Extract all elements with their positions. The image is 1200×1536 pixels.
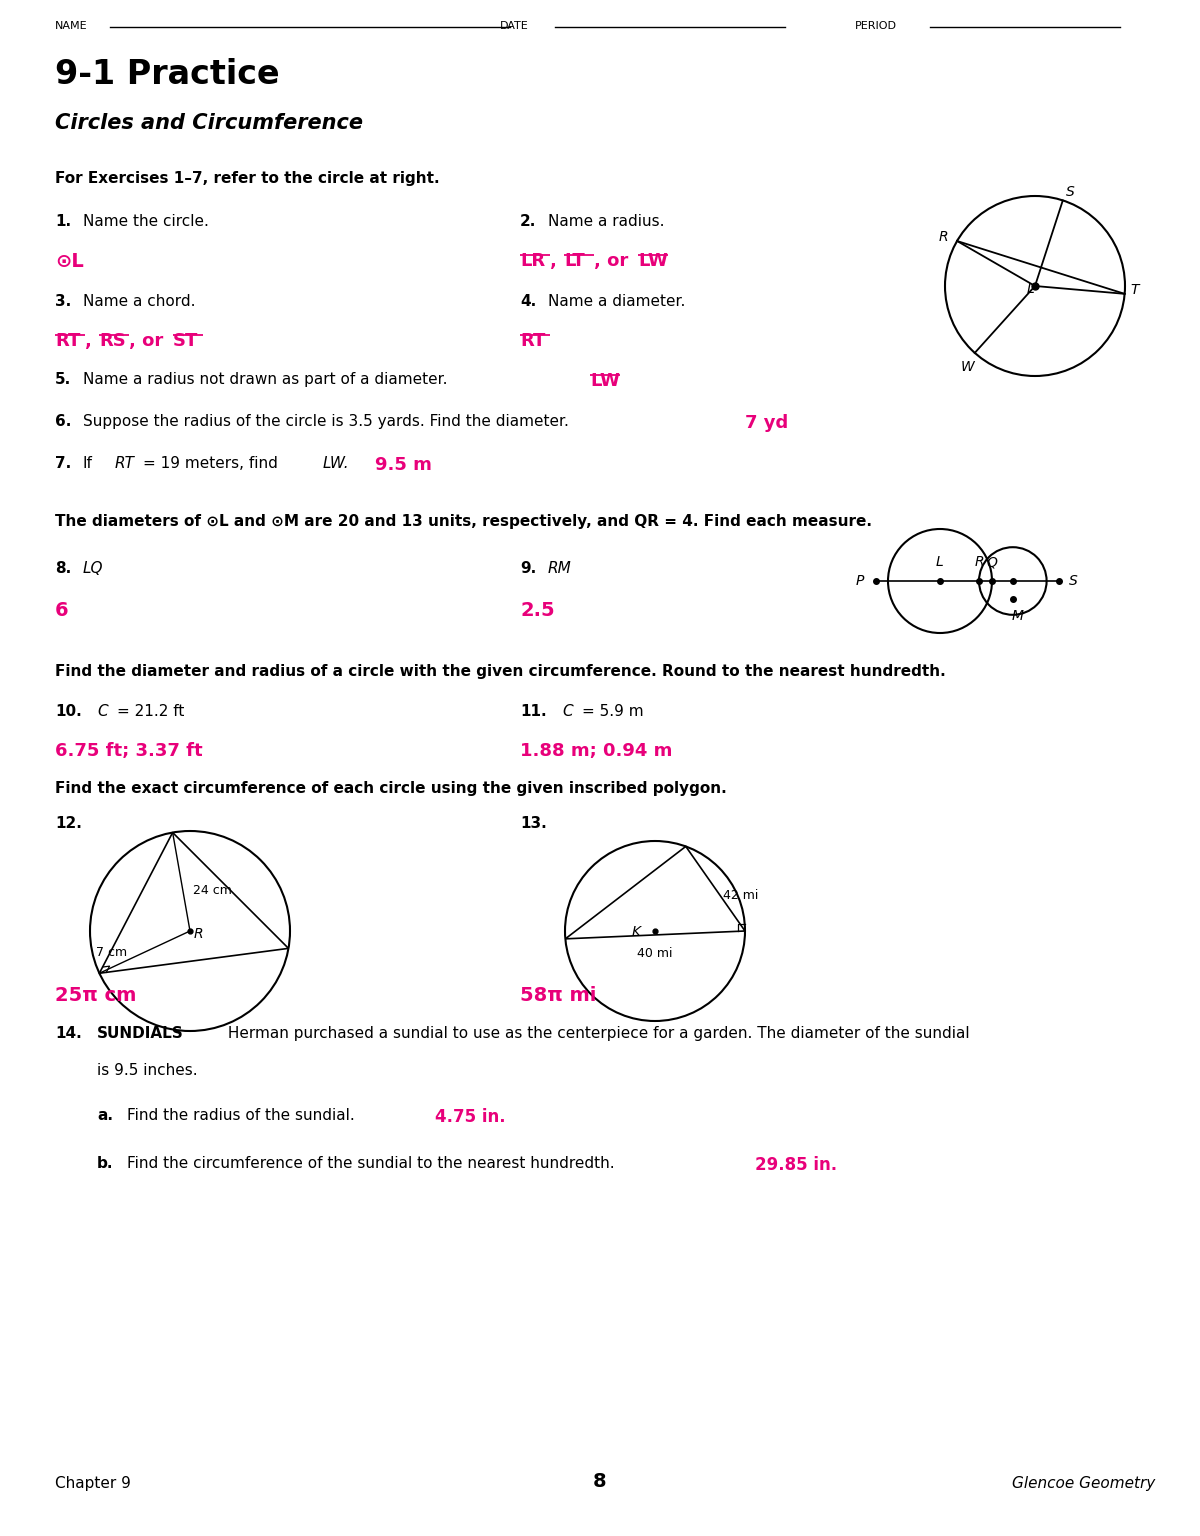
Text: 9-1 Practice: 9-1 Practice (55, 58, 280, 91)
Text: 2.: 2. (520, 214, 536, 229)
Text: LQ: LQ (83, 561, 103, 576)
Text: Suppose the radius of the circle is 3.5 yards. Find the diameter.: Suppose the radius of the circle is 3.5 … (83, 415, 569, 429)
Text: LT: LT (564, 252, 584, 270)
Text: M: M (1012, 608, 1024, 624)
Text: For Exercises 1–7, refer to the circle at right.: For Exercises 1–7, refer to the circle a… (55, 170, 439, 186)
Text: 9.: 9. (520, 561, 536, 576)
Text: 10.: 10. (55, 703, 82, 719)
Text: Q: Q (986, 554, 997, 568)
Text: 14.: 14. (55, 1026, 82, 1041)
Text: LW.: LW. (323, 456, 349, 472)
Text: 6.75 ft; 3.37 ft: 6.75 ft; 3.37 ft (55, 742, 203, 760)
Text: 2.5: 2.5 (520, 601, 554, 621)
Text: Find the radius of the sundial.: Find the radius of the sundial. (127, 1107, 355, 1123)
Text: If: If (83, 456, 92, 472)
Text: 6: 6 (55, 601, 68, 621)
Text: T: T (1130, 283, 1139, 296)
Text: Chapter 9: Chapter 9 (55, 1476, 131, 1491)
Text: PERIOD: PERIOD (856, 22, 898, 31)
Text: 24 cm: 24 cm (193, 883, 232, 897)
Text: L: L (936, 554, 944, 568)
Text: DATE: DATE (500, 22, 529, 31)
Text: 1.: 1. (55, 214, 71, 229)
Text: 6.: 6. (55, 415, 71, 429)
Text: Name a radius not drawn as part of a diameter.: Name a radius not drawn as part of a dia… (83, 372, 448, 387)
Text: RS: RS (98, 332, 126, 350)
Text: ST: ST (173, 332, 198, 350)
Text: W: W (961, 359, 974, 373)
Text: 12.: 12. (55, 816, 82, 831)
Text: 9.5 m: 9.5 m (374, 456, 432, 475)
Text: R: R (938, 230, 948, 244)
Text: ⊙L: ⊙L (55, 252, 84, 270)
Text: 42 mi: 42 mi (724, 889, 758, 902)
Text: RT: RT (115, 456, 134, 472)
Text: ,: , (85, 332, 92, 350)
Text: 7 cm: 7 cm (96, 946, 127, 958)
Text: b.: b. (97, 1157, 114, 1170)
Text: , or: , or (594, 252, 629, 270)
Text: NAME: NAME (55, 22, 88, 31)
Text: L: L (1027, 283, 1034, 296)
Text: ,: , (550, 252, 557, 270)
Text: 7.: 7. (55, 456, 71, 472)
Text: LR: LR (520, 252, 545, 270)
Text: 8.: 8. (55, 561, 71, 576)
Text: Find the diameter and radius of a circle with the given circumference. Round to : Find the diameter and radius of a circle… (55, 664, 946, 679)
Text: = 21.2 ft: = 21.2 ft (118, 703, 185, 719)
Text: S: S (1068, 574, 1078, 588)
Text: P: P (856, 574, 864, 588)
Text: R: R (974, 554, 984, 568)
Text: S: S (1066, 186, 1074, 200)
Text: 11.: 11. (520, 703, 547, 719)
Text: K: K (632, 925, 641, 938)
Text: = 5.9 m: = 5.9 m (582, 703, 643, 719)
Text: 4.75 in.: 4.75 in. (434, 1107, 505, 1126)
Text: 40 mi: 40 mi (637, 946, 673, 960)
Text: R: R (194, 928, 204, 942)
Text: SUNDIALS: SUNDIALS (97, 1026, 184, 1041)
Text: LW: LW (590, 372, 620, 390)
Text: a.: a. (97, 1107, 113, 1123)
Text: 3.: 3. (55, 293, 71, 309)
Text: 5.: 5. (55, 372, 71, 387)
Text: 7 yd: 7 yd (745, 415, 788, 432)
Text: C: C (97, 703, 108, 719)
Text: Glencoe Geometry: Glencoe Geometry (1012, 1476, 1154, 1491)
Text: The diameters of ⊙L and ⊙M are 20 and 13 units, respectively, and QR = 4. Find e: The diameters of ⊙L and ⊙M are 20 and 13… (55, 515, 872, 528)
Text: Name a radius.: Name a radius. (548, 214, 665, 229)
Text: Name a chord.: Name a chord. (83, 293, 196, 309)
Text: is 9.5 inches.: is 9.5 inches. (97, 1063, 198, 1078)
Text: 58π mi: 58π mi (520, 986, 596, 1005)
Text: 13.: 13. (520, 816, 547, 831)
Text: 25π cm: 25π cm (55, 986, 137, 1005)
Text: 1.88 m; 0.94 m: 1.88 m; 0.94 m (520, 742, 672, 760)
Text: Name the circle.: Name the circle. (83, 214, 209, 229)
Text: , or: , or (130, 332, 163, 350)
Text: Find the exact circumference of each circle using the given inscribed polygon.: Find the exact circumference of each cir… (55, 780, 727, 796)
Text: Find the circumference of the sundial to the nearest hundredth.: Find the circumference of the sundial to… (127, 1157, 614, 1170)
Text: = 19 meters, find: = 19 meters, find (143, 456, 278, 472)
Text: C: C (562, 703, 572, 719)
Text: LW: LW (638, 252, 668, 270)
Text: Name a diameter.: Name a diameter. (548, 293, 685, 309)
Text: 8: 8 (593, 1471, 607, 1491)
Text: RT: RT (55, 332, 80, 350)
Text: RM: RM (548, 561, 571, 576)
Text: Circles and Circumference: Circles and Circumference (55, 114, 364, 134)
Text: Herman purchased a sundial to use as the centerpiece for a garden. The diameter : Herman purchased a sundial to use as the… (223, 1026, 970, 1041)
Text: 4.: 4. (520, 293, 536, 309)
Text: 29.85 in.: 29.85 in. (755, 1157, 838, 1174)
Text: RT: RT (520, 332, 545, 350)
